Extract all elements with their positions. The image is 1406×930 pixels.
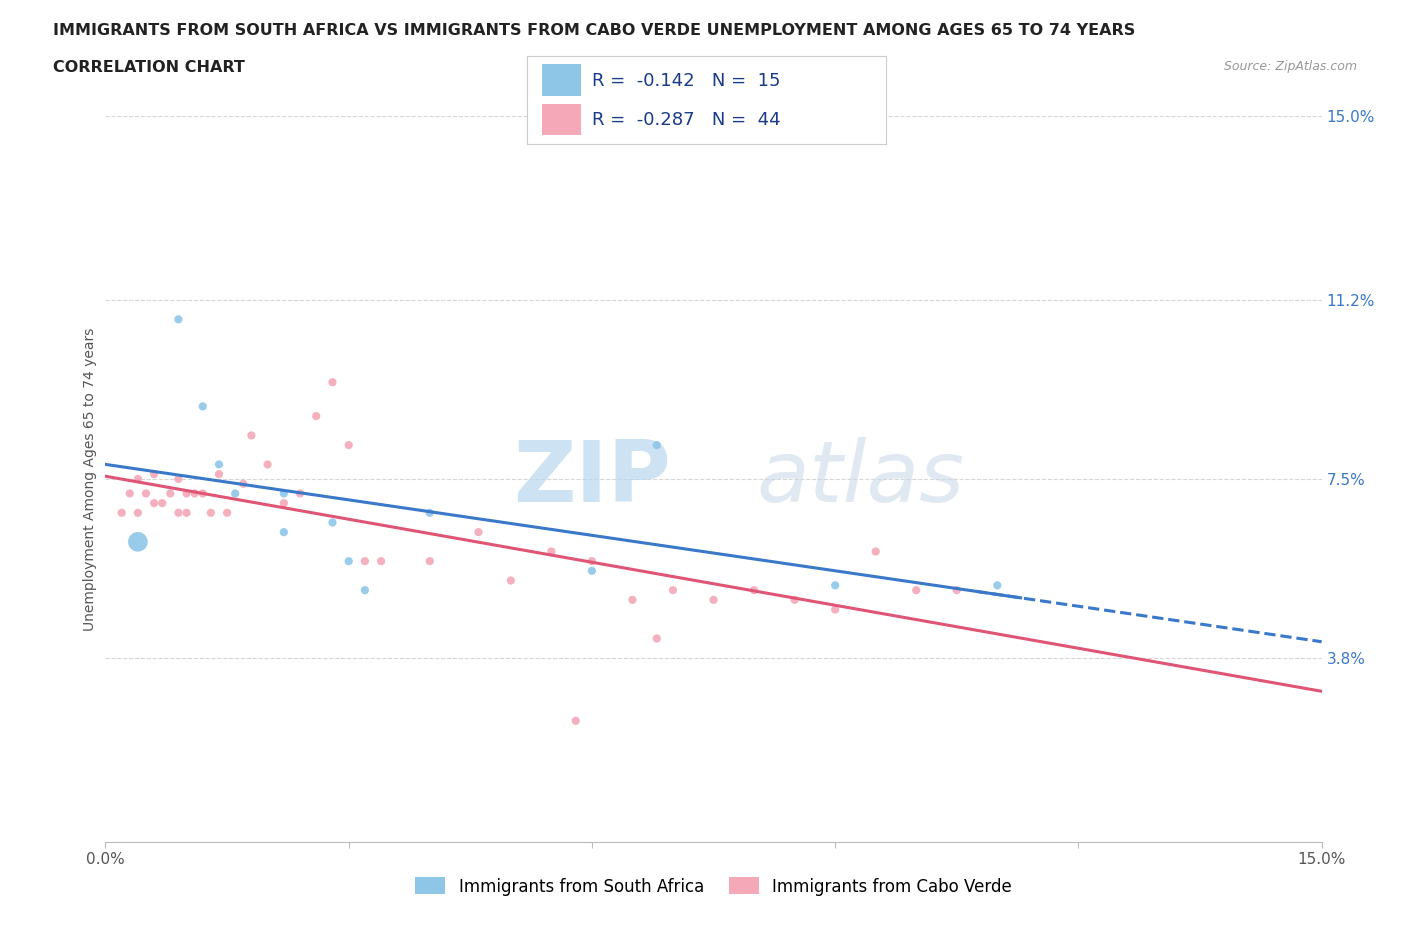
Point [273, 496, 295, 511]
Point [191, 399, 214, 414]
Text: ZIP: ZIP [513, 437, 671, 521]
Point [167, 312, 190, 326]
Point [127, 472, 149, 486]
Point [905, 583, 928, 598]
Point [111, 505, 134, 520]
Point [183, 486, 205, 501]
Point [742, 583, 765, 598]
Point [273, 525, 295, 539]
Point [288, 486, 311, 501]
Point [127, 505, 149, 520]
Point [581, 564, 603, 578]
Point [208, 457, 231, 472]
Point [370, 553, 392, 568]
Text: IMMIGRANTS FROM SOUTH AFRICA VS IMMIGRANTS FROM CABO VERDE UNEMPLOYMENT AMONG AG: IMMIGRANTS FROM SOUTH AFRICA VS IMMIGRAN… [53, 23, 1136, 38]
Point [354, 553, 377, 568]
Bar [541, 64, 581, 96]
Point [321, 515, 343, 530]
Point [419, 505, 441, 520]
Point [256, 457, 278, 472]
Point [945, 583, 967, 598]
Point [321, 375, 343, 390]
Point [176, 505, 198, 520]
Point [273, 486, 295, 501]
Point [419, 553, 441, 568]
Point [783, 592, 806, 607]
Point [581, 553, 603, 568]
Point [143, 496, 166, 511]
Point [143, 467, 166, 482]
Point [337, 553, 360, 568]
Point [702, 592, 725, 607]
Point [224, 486, 246, 501]
Text: R =  -0.287   N =  44: R = -0.287 N = 44 [592, 112, 780, 129]
Point [865, 544, 887, 559]
Point [167, 472, 190, 486]
Point [150, 496, 173, 511]
Point [305, 408, 328, 423]
Point [467, 525, 489, 539]
Point [118, 486, 141, 501]
Point [191, 486, 214, 501]
Point [645, 438, 668, 453]
Point [540, 544, 562, 559]
Point [337, 438, 360, 453]
Y-axis label: Unemployment Among Ages 65 to 74 years: Unemployment Among Ages 65 to 74 years [83, 327, 97, 631]
Point [167, 505, 190, 520]
Point [208, 467, 231, 482]
Text: atlas: atlas [756, 437, 965, 521]
Point [200, 505, 222, 520]
Point [176, 486, 198, 501]
Point [217, 505, 239, 520]
Point [232, 476, 254, 491]
Text: CORRELATION CHART: CORRELATION CHART [53, 60, 245, 75]
Legend: Immigrants from South Africa, Immigrants from Cabo Verde: Immigrants from South Africa, Immigrants… [409, 870, 1018, 902]
Point [135, 486, 157, 501]
Point [621, 592, 644, 607]
Point [159, 486, 181, 501]
Text: R =  -0.142   N =  15: R = -0.142 N = 15 [592, 72, 780, 89]
Point [564, 713, 586, 728]
Point [499, 573, 522, 588]
Point [662, 583, 685, 598]
Bar [541, 103, 581, 136]
Point [645, 631, 668, 646]
Point [986, 578, 1008, 592]
Point [127, 535, 149, 550]
Point [240, 428, 263, 443]
Point [824, 578, 846, 592]
Text: Source: ZipAtlas.com: Source: ZipAtlas.com [1223, 60, 1357, 73]
Point [354, 583, 377, 598]
Point [824, 602, 846, 617]
